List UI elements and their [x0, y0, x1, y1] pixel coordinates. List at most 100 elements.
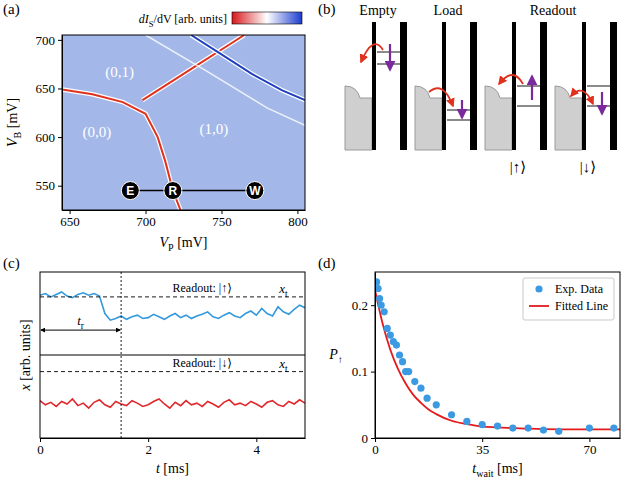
tick: 0 [37, 438, 44, 457]
tick-mark [58, 186, 62, 187]
legend-label: Exp. Data [555, 282, 604, 296]
line-halo [191, 35, 305, 100]
data-point [423, 395, 430, 402]
transition-line [142, 35, 244, 100]
tick: 650 [60, 210, 80, 229]
tick-label: 2 [145, 442, 152, 457]
tick: 35 [476, 438, 489, 457]
axis-line [375, 273, 376, 439]
data-point [586, 424, 593, 431]
label-sub: r [81, 321, 85, 331]
label-unit: /dV [arb. units] [154, 12, 227, 26]
tick-label: 0 [37, 442, 44, 457]
label-unit: [ms] [160, 461, 189, 476]
axis: 0 0.1 0.2 [352, 273, 376, 446]
tick: 600 [36, 130, 63, 145]
map-background [62, 35, 305, 210]
map-texts: ERW(0,1)(0,0)(1,0) [83, 64, 262, 198]
barrier [442, 22, 446, 150]
readout-label: Readout: |↓⟩ [173, 356, 232, 370]
legend-swatch [535, 285, 542, 292]
tick-mark [58, 137, 62, 138]
tunnel-arrow [429, 88, 453, 106]
plot-area [375, 278, 620, 435]
line-halo [62, 89, 180, 210]
tick-mark [371, 438, 375, 439]
axis: 0 2 4 [37, 438, 305, 457]
trace [40, 399, 305, 408]
colorbar-label: dIS/dV [arb. units] [139, 12, 227, 29]
data-point [411, 378, 418, 385]
spin-arrow [389, 44, 391, 70]
panel-letter: (d) [318, 255, 336, 272]
plot-frame [375, 272, 620, 438]
legend-entry: Fitted Line [529, 299, 608, 313]
transition-line [191, 35, 305, 100]
barrier [400, 22, 407, 150]
transition-line [146, 35, 305, 125]
plot-area [40, 272, 305, 438]
tick-label: 700 [136, 214, 156, 229]
tick-label: 4 [254, 442, 261, 457]
reservoir [485, 86, 512, 150]
axis: 550600650700 [36, 33, 63, 211]
data-point [463, 418, 470, 425]
t-r-label: tr [77, 313, 85, 331]
barrier [470, 22, 477, 150]
dot-level [447, 119, 470, 121]
fit-line [375, 290, 620, 429]
plot-area [62, 35, 305, 210]
axis-line [376, 438, 621, 439]
dot-level [587, 105, 610, 107]
readout-label: Readout: |↑⟩ [173, 281, 232, 295]
tick-label: 0 [362, 431, 369, 446]
plot-frame [62, 35, 305, 210]
label-sub: ↑ [338, 354, 343, 365]
data-point [433, 401, 440, 408]
step-title: Readout [530, 3, 577, 18]
axis-line [41, 438, 306, 439]
data-point [555, 428, 562, 435]
legend: Exp. Data Fitted Line [523, 278, 614, 320]
barrier [512, 22, 516, 150]
tick: 700 [36, 33, 63, 48]
data-point [387, 331, 394, 338]
tick-label: 0.1 [352, 364, 368, 379]
data-point [381, 308, 388, 315]
point-label: E [126, 184, 134, 198]
point [246, 182, 264, 200]
label-unit: [mV] [5, 98, 20, 132]
data-point [448, 411, 455, 418]
label-unit: [mV] [174, 235, 208, 250]
data-point [405, 368, 412, 375]
data-point [399, 358, 406, 365]
data-point [525, 424, 532, 431]
spin-arrow [461, 100, 463, 118]
tick-label: 0 [372, 442, 379, 457]
tick: 0.2 [352, 298, 375, 313]
legend-box [523, 278, 614, 320]
x-axis-title: t [ms] [156, 461, 189, 476]
tick: 800 [288, 210, 308, 229]
barrier [610, 22, 617, 150]
tick: 550 [36, 178, 63, 193]
x-axis-title: twait [ms] [472, 461, 522, 479]
legend-entry: Exp. Data [535, 282, 603, 296]
state-label: |↓⟩ [580, 159, 596, 175]
tick: 700 [136, 210, 156, 229]
figure: (a)ERW(0,1)(0,0)(1,0)6507007508005506006… [0, 0, 631, 485]
data-point [610, 424, 617, 431]
step-title: Load [434, 3, 463, 18]
tick-label: 650 [60, 214, 80, 229]
dot-level [377, 63, 400, 65]
data-point [417, 385, 424, 392]
label-sub: t [285, 364, 288, 374]
state-label: |↑⟩ [510, 159, 526, 175]
dot-level [377, 51, 400, 53]
tick-label: 0.2 [352, 298, 368, 313]
data-point [376, 295, 383, 302]
dot-level [517, 85, 540, 87]
panel-letter: (a) [3, 1, 20, 18]
data-point [384, 325, 391, 332]
tick: 4 [254, 438, 261, 457]
